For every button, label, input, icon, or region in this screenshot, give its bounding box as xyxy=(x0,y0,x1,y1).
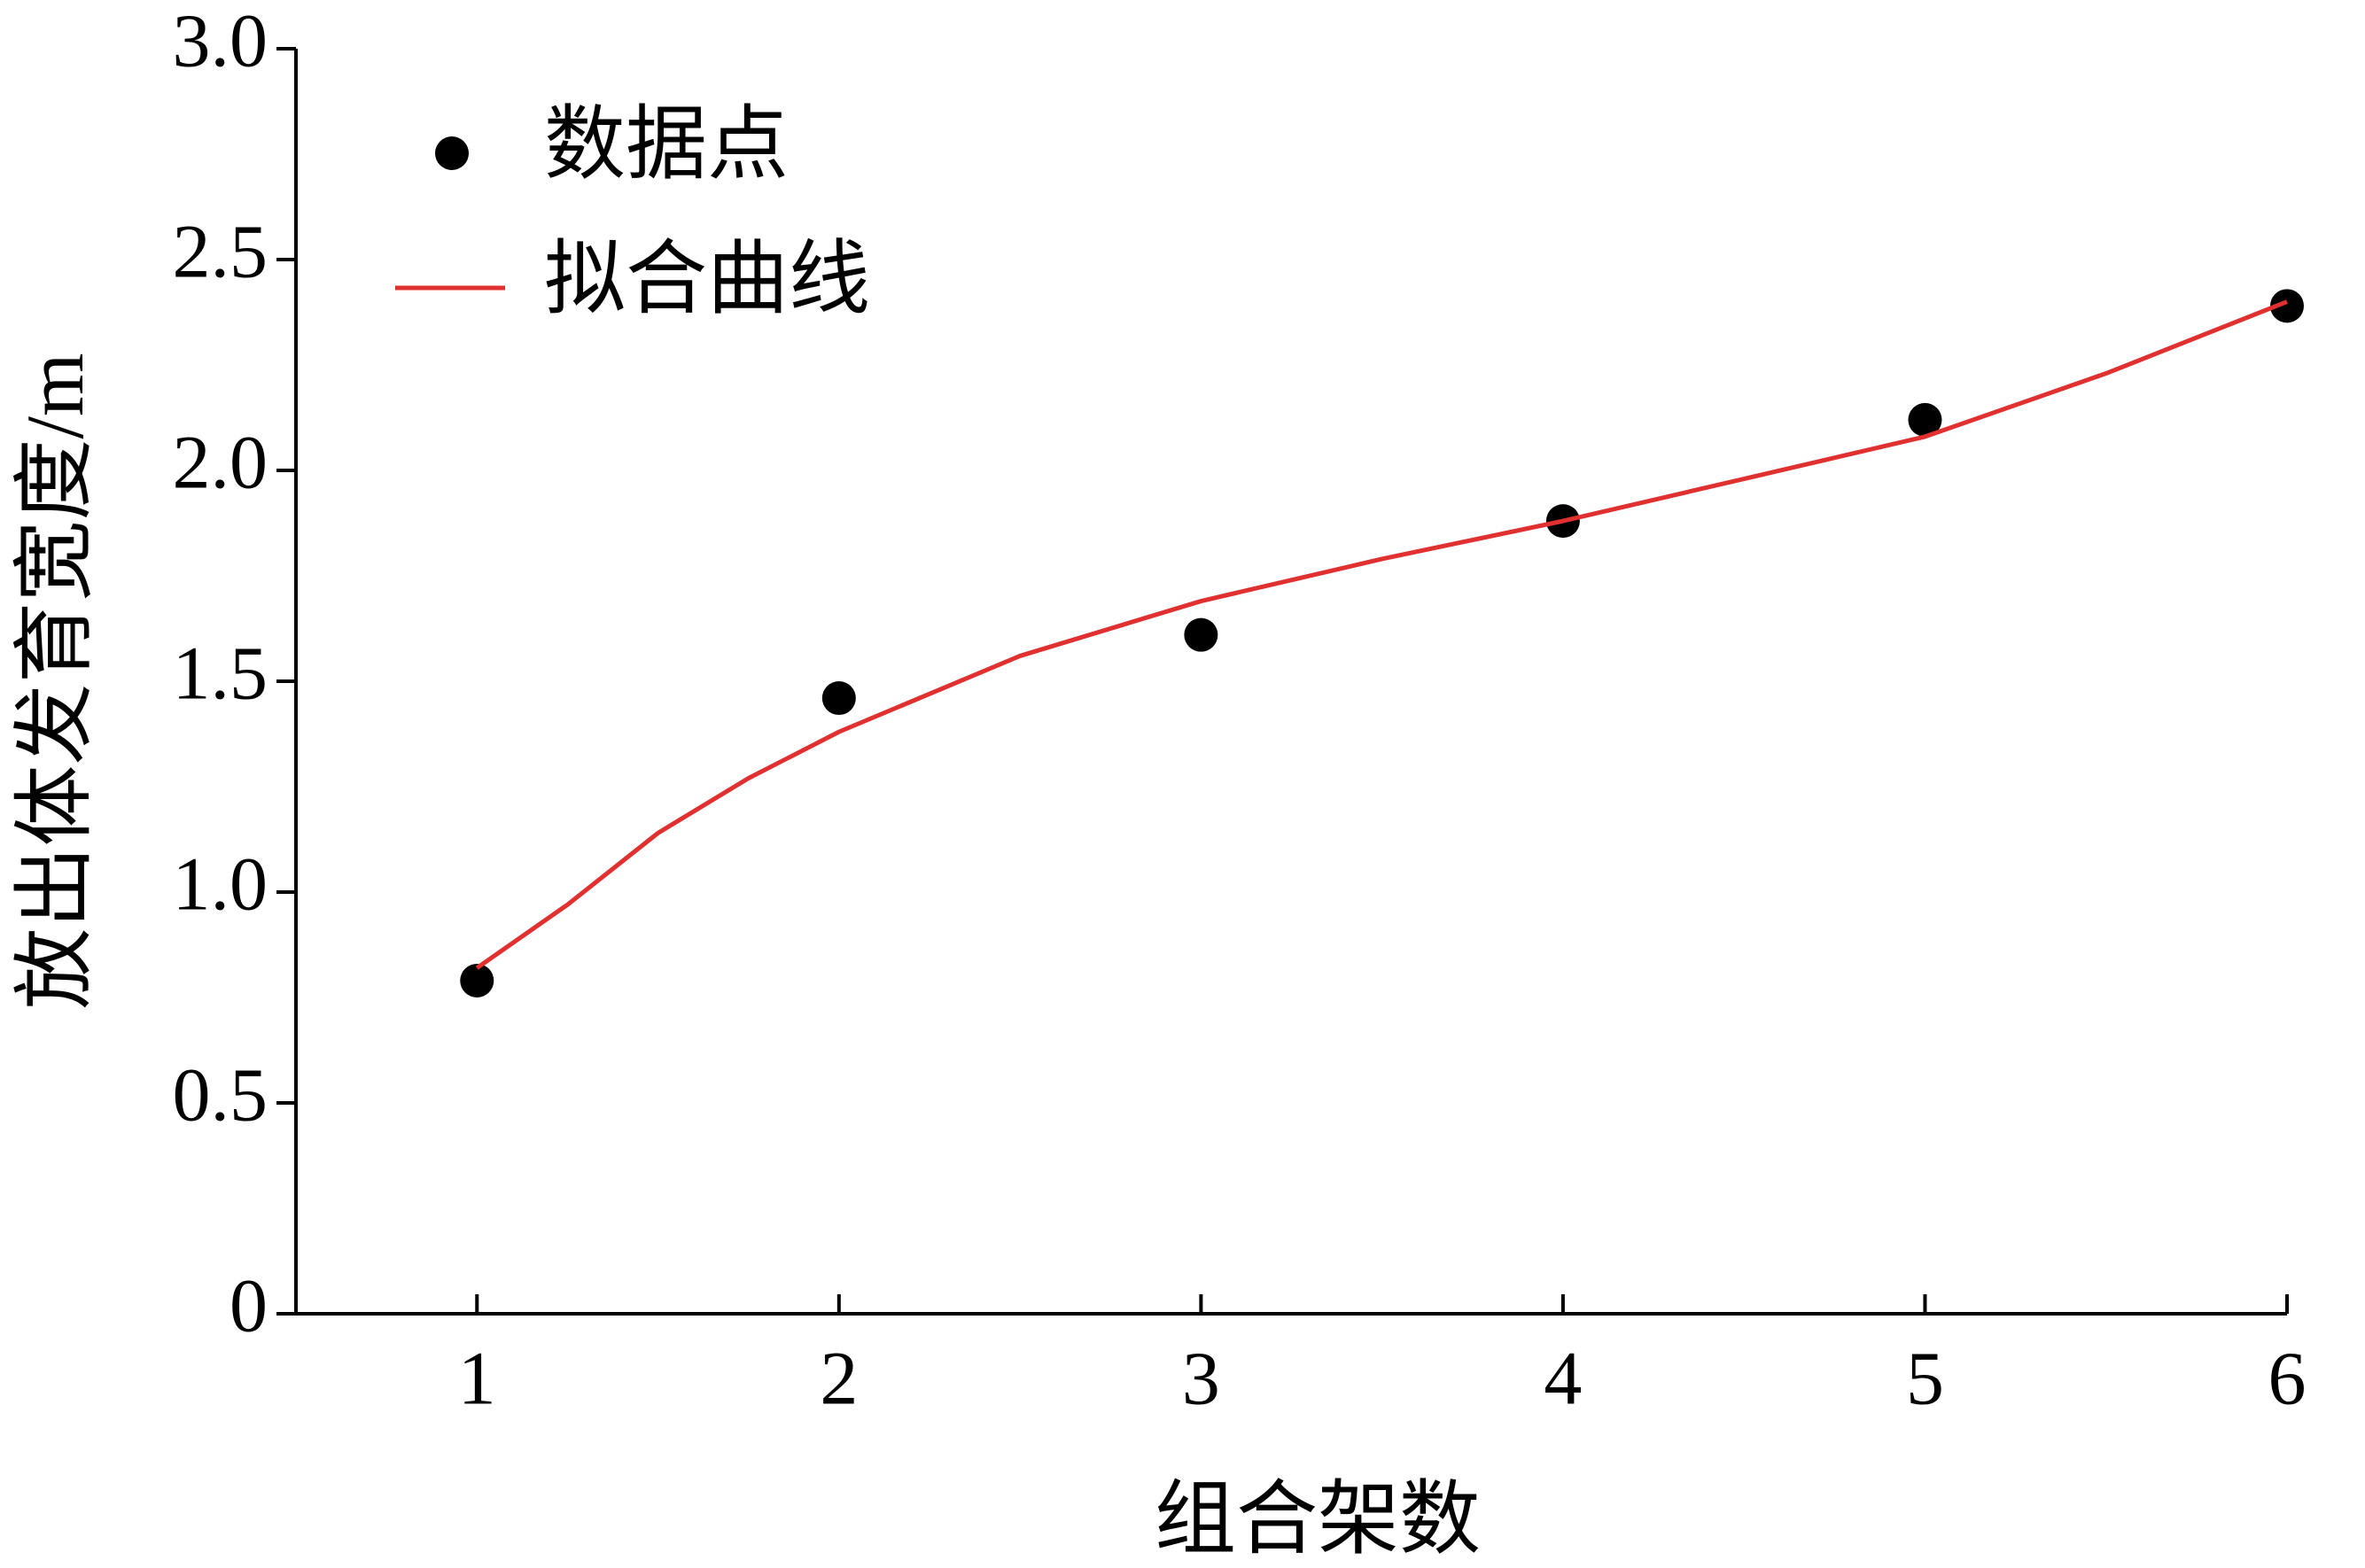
y-tick-label: 0.5 xyxy=(173,1052,268,1137)
y-axis-label: 放出体发育宽度/m xyxy=(10,353,100,1009)
fit-curve xyxy=(475,299,2288,970)
y-tick-label: 3.0 xyxy=(173,0,268,83)
x-tick-label: 5 xyxy=(1906,1336,1944,1421)
y-tick-label: 2.5 xyxy=(173,209,268,294)
legend-label: 拟合曲线 xyxy=(544,234,870,324)
y-tick-label: 2.0 xyxy=(173,420,268,505)
data-point xyxy=(821,681,856,716)
x-tick-label: 1 xyxy=(458,1336,496,1421)
x-tick-label: 6 xyxy=(2268,1336,2307,1421)
x-tick-label: 2 xyxy=(820,1336,858,1421)
y-tick-label: 0 xyxy=(229,1263,268,1348)
legend-label: 数据点 xyxy=(544,99,789,190)
data-point xyxy=(460,963,494,997)
x-tick-label: 3 xyxy=(1182,1336,1220,1421)
data-point xyxy=(1908,402,1942,437)
data-point xyxy=(2270,289,2304,323)
x-tick-label: 4 xyxy=(1544,1336,1582,1421)
data-point xyxy=(1184,617,1218,652)
x-axis-label: 组合架数 xyxy=(1155,1474,1481,1564)
y-tick-label: 1.0 xyxy=(173,842,268,927)
y-tick-label: 1.5 xyxy=(173,631,268,716)
legend-marker xyxy=(435,136,469,170)
